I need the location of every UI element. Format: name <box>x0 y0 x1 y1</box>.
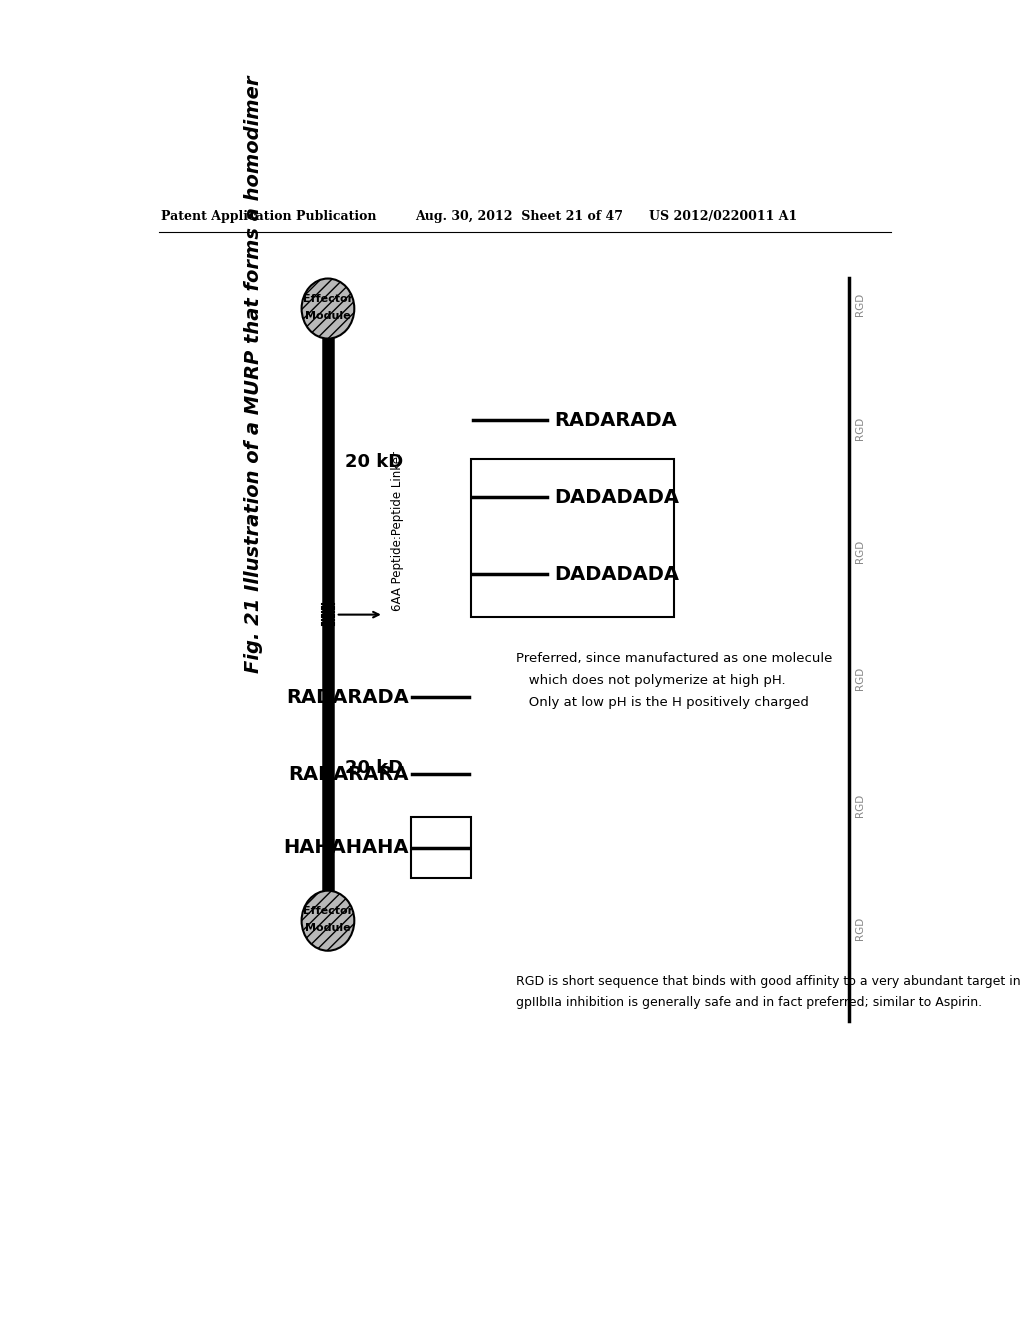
Text: RGD: RGD <box>855 540 865 562</box>
Text: Module: Module <box>305 924 351 933</box>
Bar <box>411 817 471 878</box>
Text: Only at low pH is the H positively charged: Only at low pH is the H positively charg… <box>515 696 808 709</box>
Text: HAHAHAHA: HAHAHAHA <box>283 838 409 857</box>
Text: which does not polymerize at high pH.: which does not polymerize at high pH. <box>515 675 785 686</box>
Text: RGD: RGD <box>855 917 865 940</box>
Text: RGD is short sequence that binds with good affinity to a very abundant target in: RGD is short sequence that binds with go… <box>515 974 1024 987</box>
Text: RARARARA: RARARARA <box>288 764 409 784</box>
Text: RGD: RGD <box>855 293 865 317</box>
Text: DADADADA: DADADADA <box>554 487 679 507</box>
Text: RGD: RGD <box>855 667 865 690</box>
Bar <box>471 459 675 616</box>
Text: Aug. 30, 2012  Sheet 21 of 47: Aug. 30, 2012 Sheet 21 of 47 <box>415 210 623 223</box>
Text: US 2012/0220011 A1: US 2012/0220011 A1 <box>649 210 797 223</box>
Text: gpIIbIIa inhibition is generally safe and in fact preferred; similar to Aspirin.: gpIIbIIa inhibition is generally safe an… <box>515 997 982 1010</box>
Ellipse shape <box>302 891 354 950</box>
Text: Preferred, since manufactured as one molecule: Preferred, since manufactured as one mol… <box>515 652 831 665</box>
Text: RGD: RGD <box>855 793 865 817</box>
Ellipse shape <box>302 279 354 339</box>
Text: 20 kD: 20 kD <box>345 453 403 471</box>
Text: Patent Application Publication: Patent Application Publication <box>161 210 376 223</box>
Text: Effector: Effector <box>303 294 353 305</box>
Text: Effector: Effector <box>303 907 353 916</box>
Text: RGD: RGD <box>855 416 865 440</box>
Text: 6AA Peptide:Peptide Linker: 6AA Peptide:Peptide Linker <box>391 450 404 611</box>
Text: DADADADA: DADADADA <box>554 565 679 583</box>
Text: RADARADA: RADARADA <box>286 688 409 708</box>
Text: RADARADA: RADARADA <box>554 411 677 430</box>
Text: 20 kD: 20 kD <box>345 759 403 776</box>
Text: Fig. 21 Illustration of a MURP that forms a homodimer: Fig. 21 Illustration of a MURP that form… <box>244 75 263 673</box>
Text: Module: Module <box>305 312 351 321</box>
